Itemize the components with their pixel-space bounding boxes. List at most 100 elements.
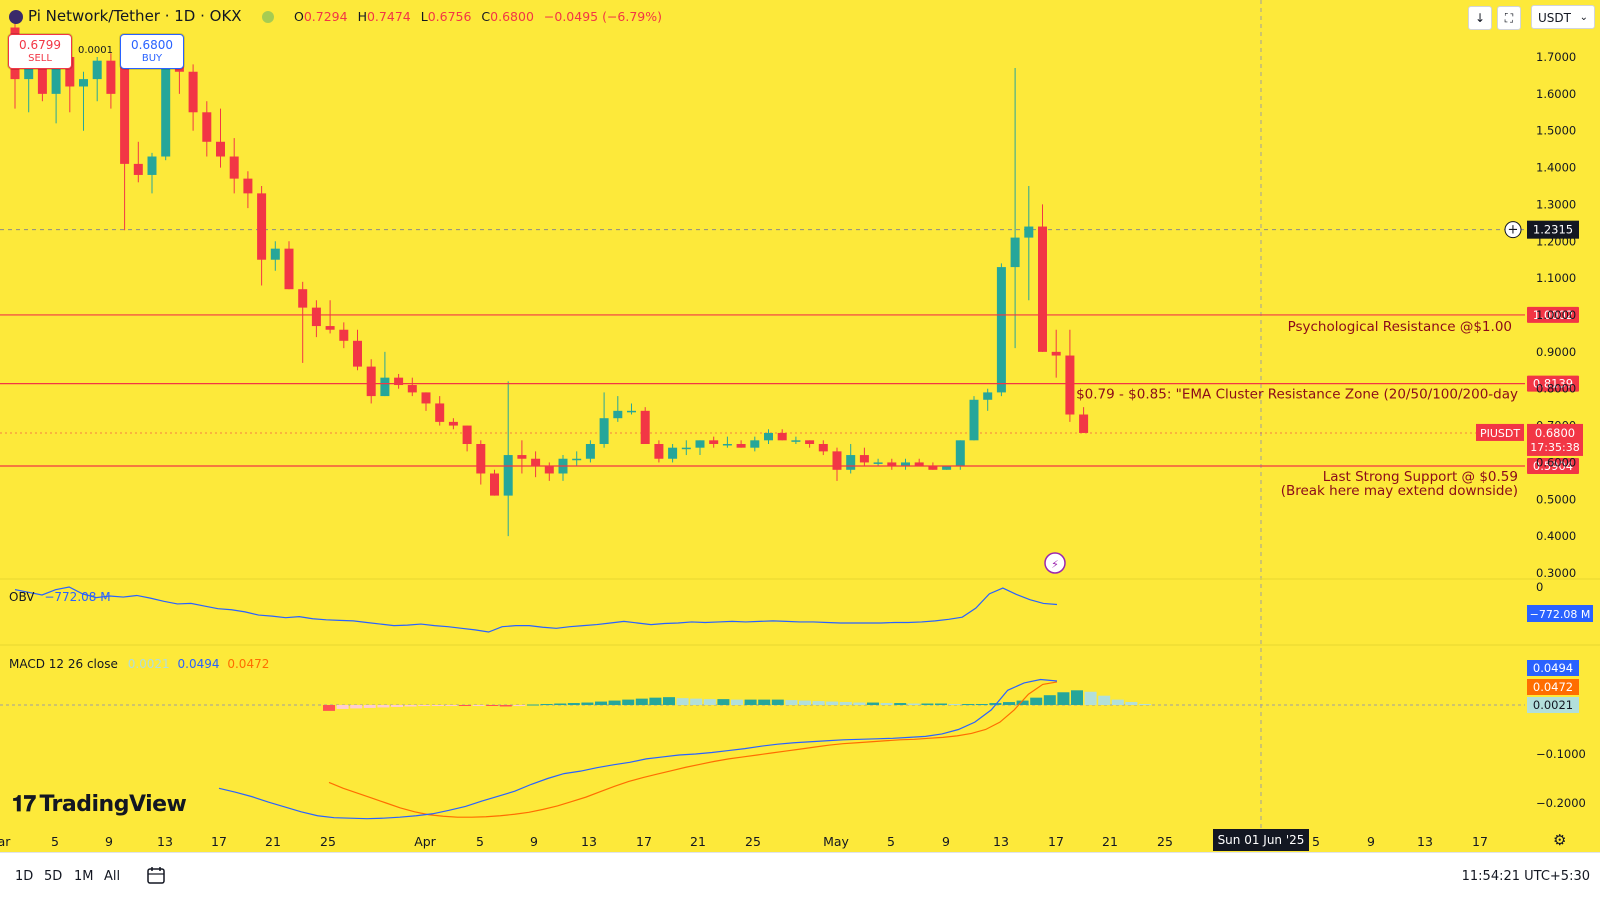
gear-icon[interactable]: ⚙ <box>1553 831 1567 849</box>
candle-up <box>1024 226 1034 238</box>
macd-signal-line <box>328 681 1058 818</box>
chart-area[interactable]: 1.0002 0.8139 0.5904 Psychological Resistan… <box>0 0 1600 852</box>
candle-down <box>257 193 267 260</box>
obv-legend[interactable]: OBV −772.08 M <box>9 590 111 604</box>
bottom-toolbar: 1D 5D 1M All 11:54:21 UTC+5:30 <box>0 852 1600 901</box>
macd-histogram-bar <box>975 704 988 706</box>
timeframe-5d[interactable]: 5D <box>44 869 63 884</box>
candle-down <box>1051 351 1061 356</box>
candle-down <box>421 392 431 404</box>
macd-histogram-bar <box>1125 702 1138 705</box>
ohlc-open-value: 0.7294 <box>303 9 348 24</box>
candle-up <box>942 466 952 470</box>
candle-up <box>955 440 965 467</box>
time-axis-label: 21 <box>1102 834 1118 849</box>
macd-histogram-bar <box>907 703 920 705</box>
level-label-support-note: (Break here may extend downside) <box>1281 483 1518 499</box>
candle-down <box>517 455 527 459</box>
candle-up <box>161 60 171 157</box>
buy-button[interactable]: 0.6800 BUY <box>120 34 184 69</box>
currency-value: USDT <box>1538 11 1571 25</box>
fullscreen-icon[interactable]: ⛶ <box>1497 6 1521 30</box>
sell-button[interactable]: 0.6799 SELL <box>8 34 72 69</box>
candle-down <box>120 64 130 164</box>
macd-histogram-bar <box>581 702 594 705</box>
macd-value-tag <box>1527 660 1579 676</box>
candle-down <box>435 403 445 422</box>
symbol-tag-text: PIUSDT <box>1480 427 1520 440</box>
macd-histogram-bar <box>962 704 975 706</box>
macd-hist-value: 0.0021 <box>127 657 170 671</box>
download-arrow-icon[interactable]: ↓ <box>1468 6 1492 30</box>
level-price-text: 0.5904 <box>1533 459 1573 473</box>
candle-up <box>147 156 157 175</box>
sell-label: SELL <box>28 53 52 64</box>
candle-down <box>654 444 664 459</box>
price-axis-tick: 0.9000 <box>1536 345 1576 359</box>
tv-logo-text: TradingView <box>39 792 187 817</box>
candle-up <box>681 447 691 450</box>
timeframe-1d[interactable]: 1D <box>15 869 34 884</box>
time-axis-label: 13 <box>993 834 1009 849</box>
macd-histogram-bar <box>527 704 539 706</box>
macd-axis-tick: −0.2000 <box>1536 796 1586 810</box>
macd-histogram-bar <box>1084 691 1097 705</box>
candle-down <box>65 57 75 87</box>
event-lightning-icon <box>1044 552 1066 574</box>
calendar-range-icon[interactable] <box>146 865 166 885</box>
chevron-down-icon: ⌄ <box>1579 12 1588 23</box>
candle-down <box>531 458 541 467</box>
candle-up <box>380 377 390 397</box>
macd-histogram-bar <box>595 701 607 705</box>
price-axis-tick: 1.5000 <box>1536 124 1576 138</box>
current-price-tag <box>1527 423 1583 456</box>
macd-histogram-bar <box>1111 699 1124 705</box>
time-axis-label: 5 <box>887 834 895 849</box>
candle-down <box>284 248 294 290</box>
macd-histogram-bar <box>731 699 743 705</box>
price-axis-tick: 1.4000 <box>1536 161 1576 175</box>
candle-down <box>407 385 417 393</box>
timeframe-1m[interactable]: 1M <box>74 869 94 884</box>
time-axis-label: ar <box>0 834 11 849</box>
level-label-support: Last Strong Support @ $0.59 <box>1323 469 1518 485</box>
macd-value-tag <box>1527 679 1579 695</box>
macd-histogram-bar <box>649 697 662 705</box>
chart-canvas[interactable]: 1.0002 0.8139 0.5904 Psychological Resistan… <box>0 0 1600 852</box>
date-cursor-label: Sun 01 Jun '25 <box>1213 829 1309 851</box>
timeframe-all[interactable]: All <box>104 869 121 884</box>
currency-select[interactable]: USDT ⌄ <box>1531 5 1595 29</box>
tradingview-logo[interactable]: 𝟏𝟕 TradingView <box>12 792 187 817</box>
candle-up <box>24 64 34 80</box>
ohlc-close-value: 0.6800 <box>490 9 534 24</box>
macd-histogram-bar <box>336 705 349 709</box>
clock-display[interactable]: 11:54:21 UTC+5:30 <box>1461 869 1590 884</box>
macd-histogram-bar <box>554 703 567 705</box>
time-axis-label: 25 <box>320 834 336 849</box>
buy-price: 0.6800 <box>131 38 173 52</box>
market-open-indicator <box>262 11 274 23</box>
macd-histogram-bar <box>703 699 716 705</box>
candle-up <box>791 440 801 442</box>
macd-histogram-bar <box>935 703 947 705</box>
add-alert-icon <box>1504 221 1522 239</box>
macd-histogram-bar <box>690 698 703 705</box>
candle-down <box>490 473 499 496</box>
time-axis-label: 5 <box>476 834 484 849</box>
time-axis-label: 17 <box>211 834 227 849</box>
macd-histogram-bar <box>1139 704 1151 706</box>
ohlc-low-key: L <box>420 9 428 24</box>
macd-histogram-bar <box>363 705 376 708</box>
macd-histogram-bar <box>377 705 390 708</box>
macd-histogram-bar <box>785 700 798 705</box>
time-axis-label: 21 <box>690 834 706 849</box>
candle-down <box>832 451 842 470</box>
price-axis-tick: 1.1000 <box>1536 271 1576 285</box>
macd-legend[interactable]: MACD 12 26 close 0.0021 0.0494 0.0472 <box>9 657 269 671</box>
obv-value-tag-text: −772.08 M <box>1530 608 1591 621</box>
candle-down <box>859 455 869 463</box>
macd-histogram-bar <box>404 705 417 707</box>
macd-histogram-bar <box>1030 697 1043 705</box>
macd-histogram-bar <box>486 705 499 706</box>
symbol-title[interactable]: Pi Network/Tether · 1D · OKX <box>28 7 242 25</box>
